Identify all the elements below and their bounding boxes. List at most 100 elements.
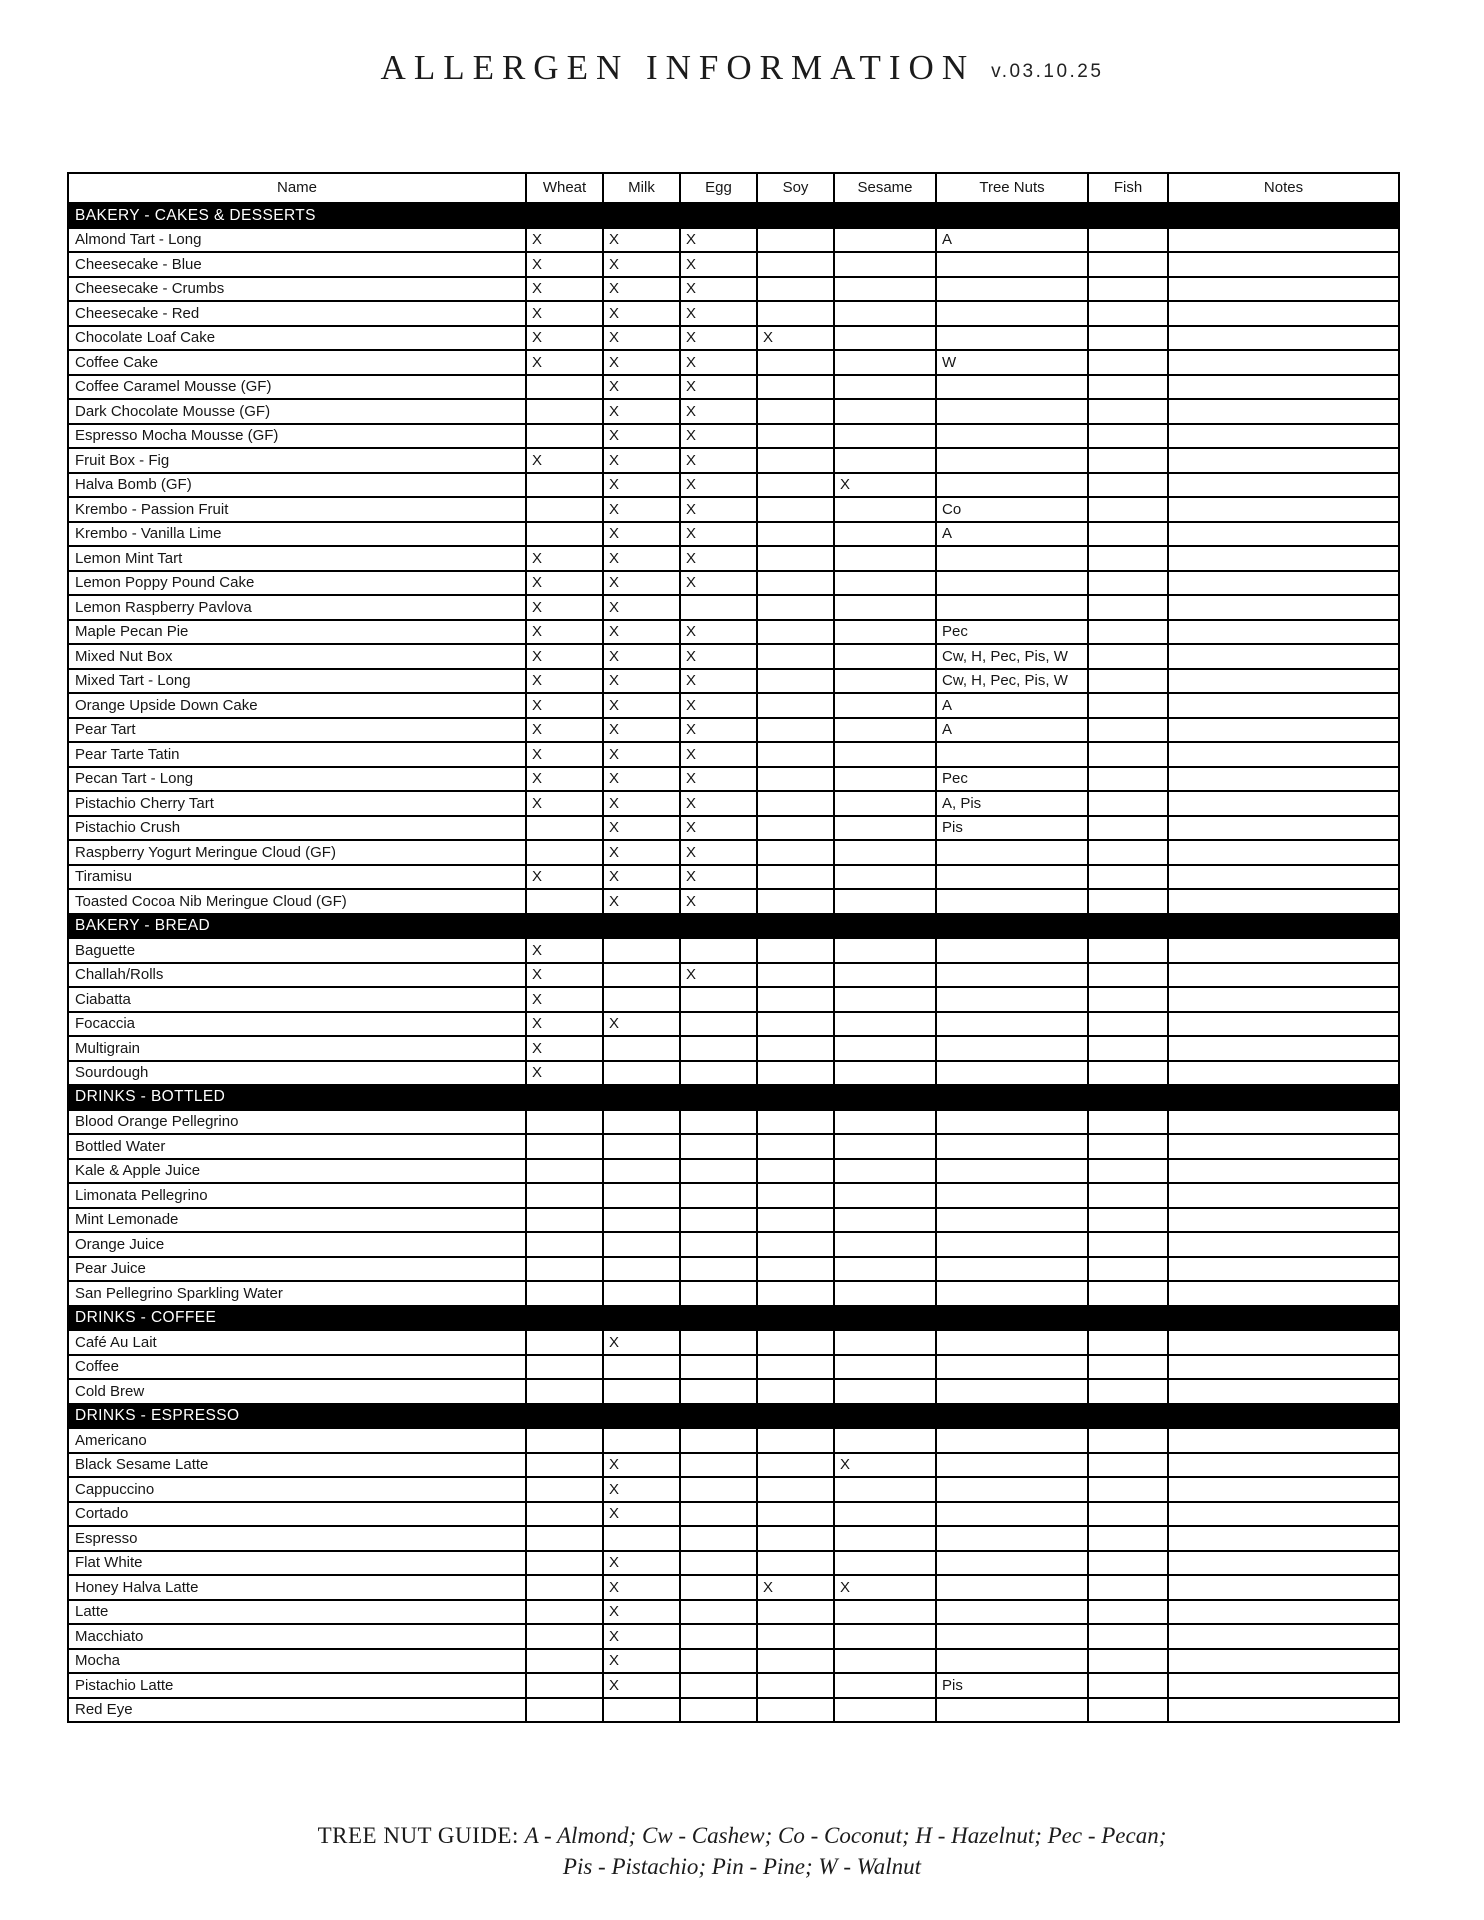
allergen-cell: X: [679, 251, 758, 278]
allergen-cell: [525, 814, 604, 841]
allergen-cell: X: [679, 349, 758, 376]
allergen-cell: X: [525, 790, 604, 817]
allergen-cell: [935, 1280, 1089, 1307]
allergen-cell: [1087, 1574, 1169, 1601]
allergen-cell: X: [525, 741, 604, 768]
allergen-cell: [833, 1623, 937, 1650]
allergen-cell: [1087, 790, 1169, 817]
allergen-cell: [756, 1451, 835, 1478]
allergen-cell: [833, 986, 937, 1013]
allergen-cell: X: [679, 324, 758, 351]
item-name: Cheesecake - Red: [67, 300, 527, 327]
allergen-cell: [1167, 863, 1400, 890]
allergen-cell: [525, 520, 604, 547]
allergen-cell: X: [679, 888, 758, 915]
allergen-cell: A: [935, 520, 1089, 547]
allergen-cell: [756, 520, 835, 547]
allergen-cell: [1087, 496, 1169, 523]
allergen-cell: [756, 986, 835, 1013]
allergen-cell: [935, 471, 1089, 498]
item-name: Fruit Box - Fig: [67, 447, 527, 474]
allergen-cell: [1087, 1696, 1169, 1723]
table-row: Ciabatta X: [67, 986, 1400, 1013]
table-row: Halva Bomb (GF) X X X: [67, 471, 1400, 498]
item-name: Mixed Tart - Long: [67, 667, 527, 694]
allergen-cell: X: [525, 716, 604, 743]
allergen-cell: [833, 643, 937, 670]
allergen-cell: [679, 1525, 758, 1552]
allergen-cell: [525, 398, 604, 425]
column-header-tree-nuts: Tree Nuts: [935, 172, 1089, 205]
allergen-cell: [1167, 545, 1400, 572]
allergen-cell: X: [525, 667, 604, 694]
allergen-cell: [833, 275, 937, 302]
allergen-cell: [756, 275, 835, 302]
allergen-cell: [1087, 1035, 1169, 1062]
allergen-cell: [756, 1647, 835, 1674]
allergen-cell: [756, 1231, 835, 1258]
allergen-cell: [1167, 1059, 1400, 1086]
allergen-cell: [602, 1206, 681, 1233]
allergen-cell: [525, 1108, 604, 1135]
allergen-cell: [1087, 226, 1169, 253]
allergen-cell: [1087, 1476, 1169, 1503]
allergen-cell: [525, 1598, 604, 1625]
allergen-cell: [935, 1059, 1089, 1086]
allergen-cell: [525, 496, 604, 523]
allergen-cell: X: [833, 1574, 937, 1601]
item-name: Cortado: [67, 1500, 527, 1527]
allergen-cell: [525, 839, 604, 866]
allergen-cell: [1087, 1378, 1169, 1405]
allergen-cell: X: [525, 251, 604, 278]
item-name: Latte: [67, 1598, 527, 1625]
allergen-cell: [756, 1476, 835, 1503]
item-name: Toasted Cocoa Nib Meringue Cloud (GF): [67, 888, 527, 915]
allergen-cell: X: [679, 422, 758, 449]
item-name: Pear Tarte Tatin: [67, 741, 527, 768]
table-row: Macchiato X: [67, 1623, 1400, 1650]
allergen-cell: [602, 986, 681, 1013]
allergen-cell: [1167, 226, 1400, 253]
allergen-cell: [1167, 251, 1400, 278]
allergen-cell: [525, 1500, 604, 1527]
allergen-cell: [1087, 1598, 1169, 1625]
table-row: Red Eye: [67, 1696, 1400, 1723]
allergen-cell: [935, 569, 1089, 596]
allergen-cell: [602, 1035, 681, 1062]
allergen-cell: [1167, 1549, 1400, 1576]
allergen-cell: A: [935, 226, 1089, 253]
allergen-cell: [1087, 1647, 1169, 1674]
allergen-cell: [935, 1598, 1089, 1625]
allergen-cell: [833, 716, 937, 743]
allergen-cell: [1167, 1598, 1400, 1625]
item-name: Coffee: [67, 1353, 527, 1380]
allergen-cell: [833, 1206, 937, 1233]
allergen-cell: [935, 594, 1089, 621]
table-row: Flat White X: [67, 1549, 1400, 1576]
allergen-cell: [935, 1696, 1089, 1723]
allergen-cell: [1087, 594, 1169, 621]
allergen-cell: [833, 1500, 937, 1527]
allergen-cell: [935, 1353, 1089, 1380]
allergen-cell: X: [679, 839, 758, 866]
allergen-cell: [525, 1525, 604, 1552]
allergen-cell: X: [756, 324, 835, 351]
allergen-cell: X: [602, 447, 681, 474]
allergen-cell: [833, 520, 937, 547]
column-header-milk: Milk: [602, 172, 681, 205]
allergen-cell: [1167, 373, 1400, 400]
allergen-cell: [1167, 643, 1400, 670]
allergen-cell: [1167, 1206, 1400, 1233]
item-name: Mint Lemonade: [67, 1206, 527, 1233]
allergen-cell: [679, 1059, 758, 1086]
allergen-cell: [525, 1280, 604, 1307]
table-header-row: Name Wheat Milk Egg Soy Sesame Tree Nuts Fish No…: [67, 172, 1400, 205]
allergen-cell: [935, 447, 1089, 474]
table-row: Multigrain X: [67, 1035, 1400, 1062]
item-name: Dark Chocolate Mousse (GF): [67, 398, 527, 425]
allergen-cell: [935, 1451, 1089, 1478]
allergen-cell: [1167, 1427, 1400, 1454]
allergen-cell: [1087, 398, 1169, 425]
allergen-cell: [833, 692, 937, 719]
allergen-cell: [525, 1157, 604, 1184]
